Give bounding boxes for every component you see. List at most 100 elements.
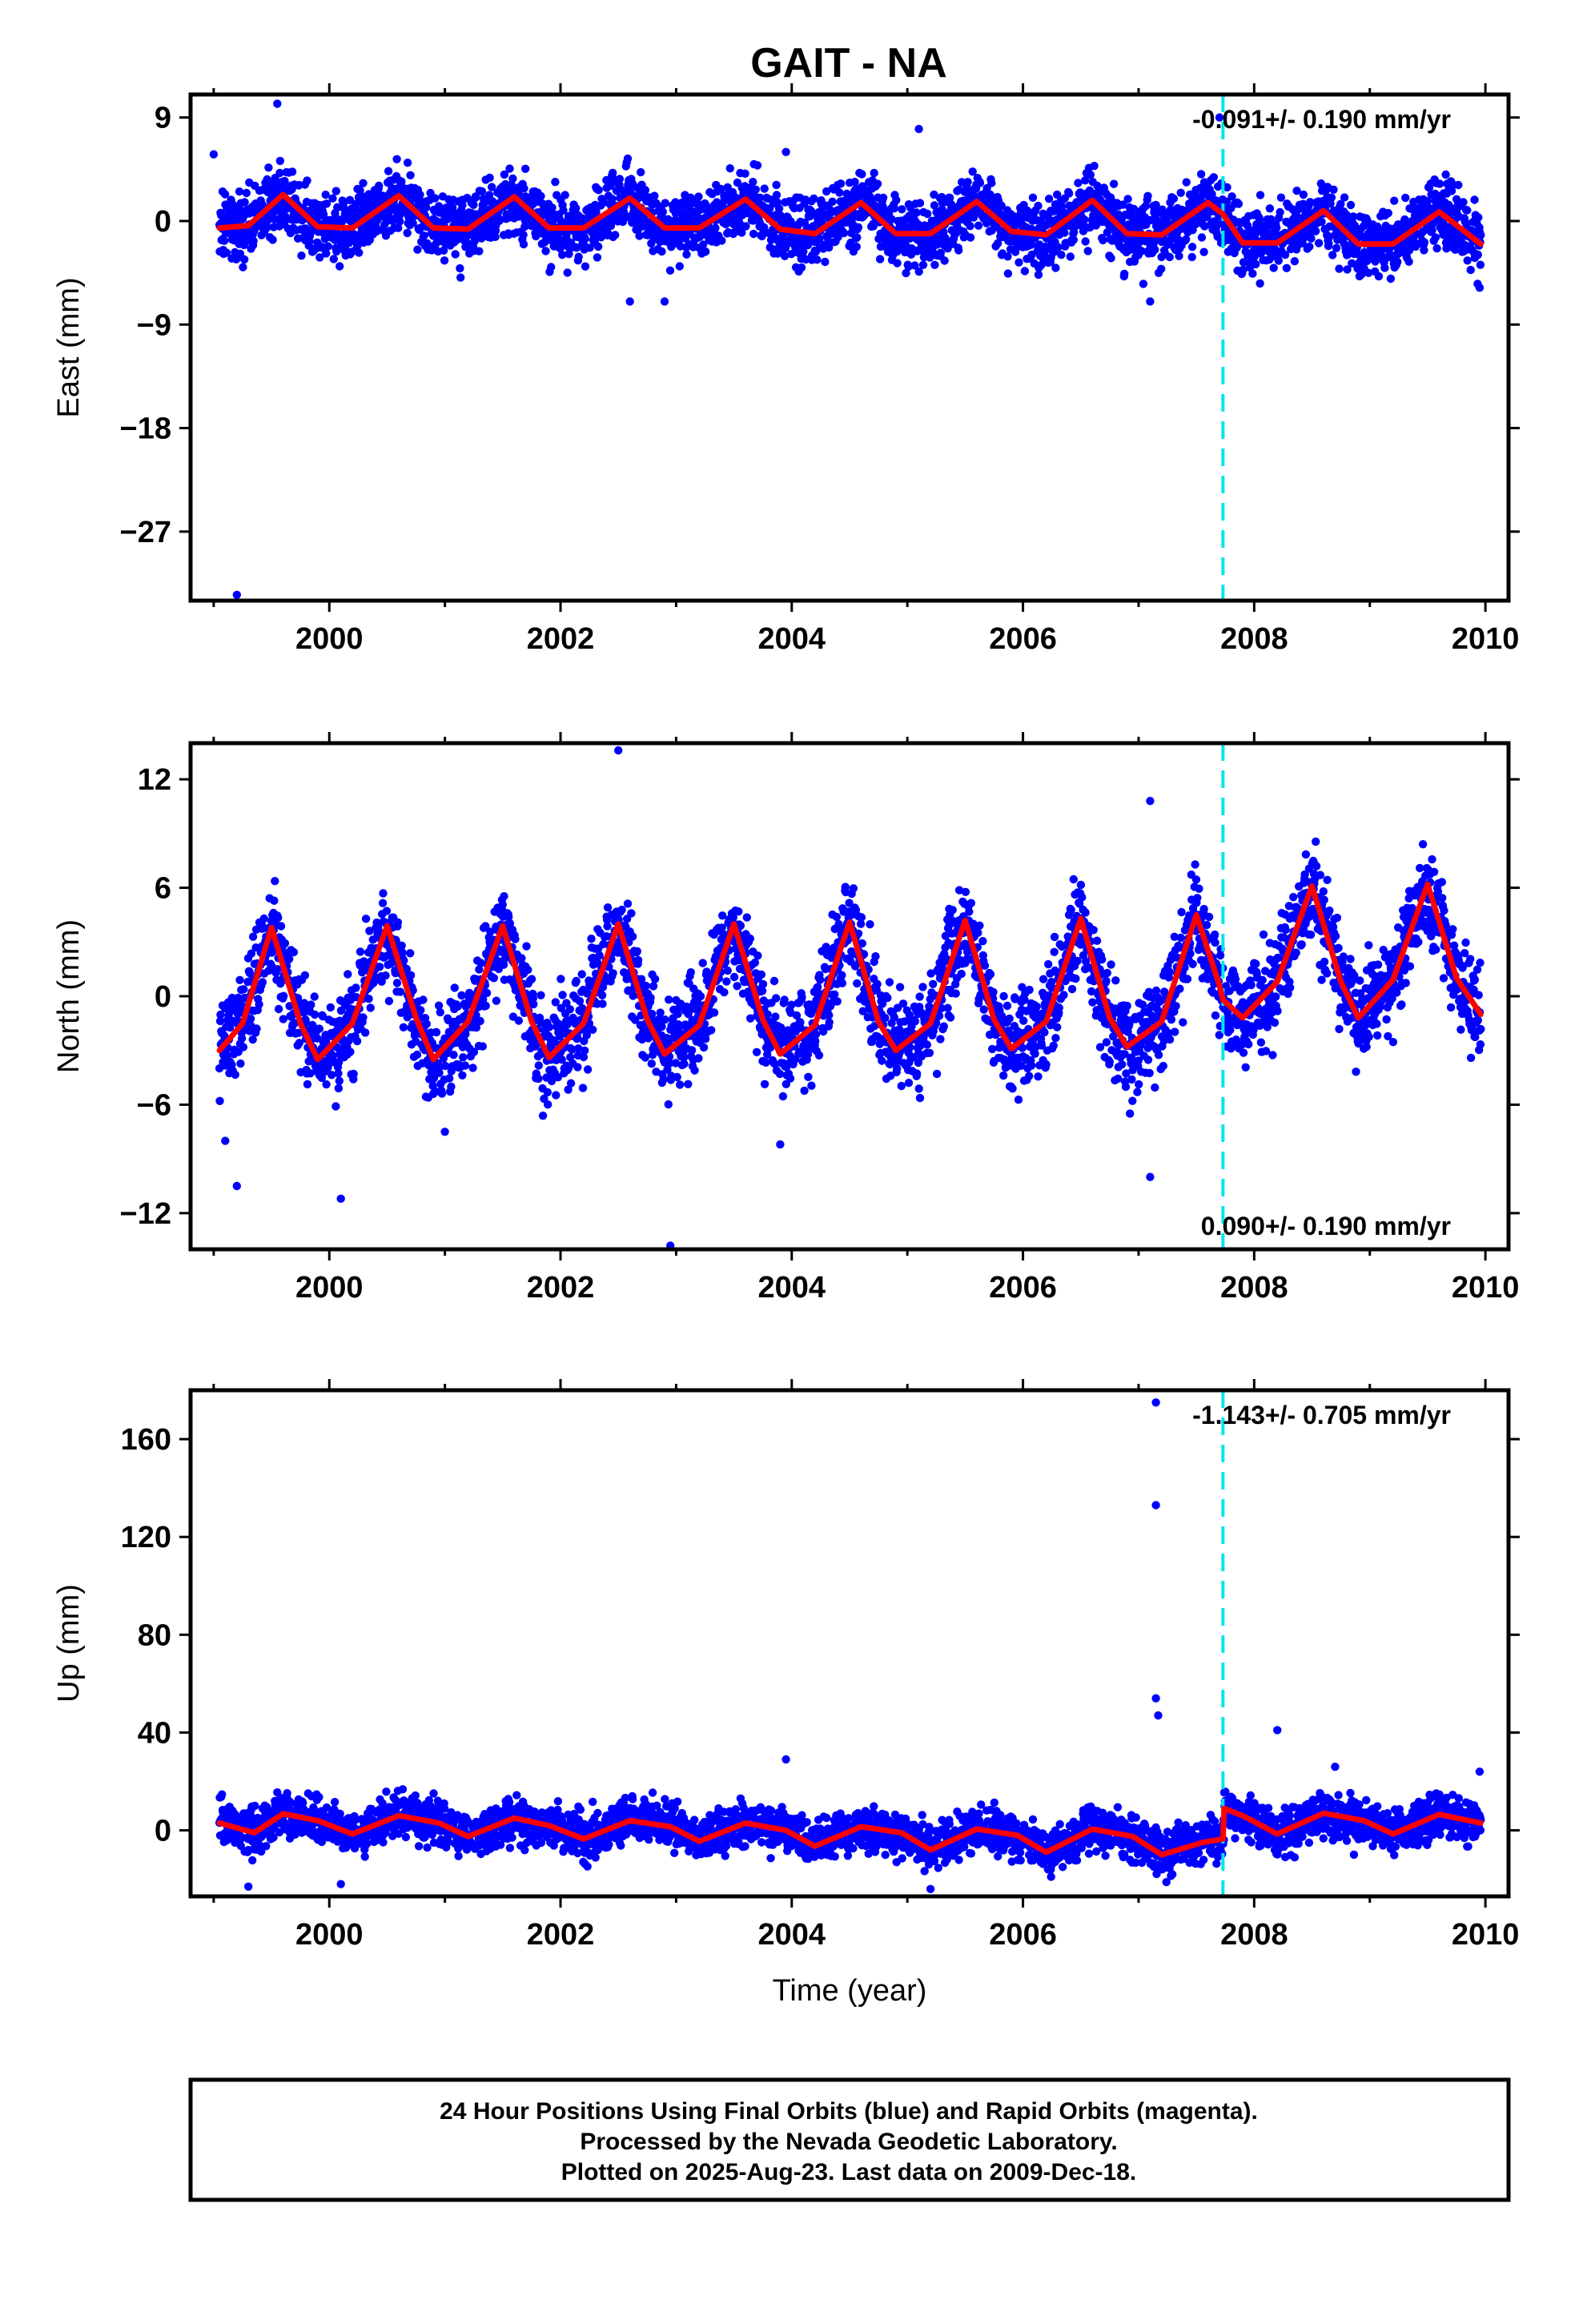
data-point bbox=[598, 999, 607, 1008]
data-point bbox=[248, 932, 258, 941]
data-point bbox=[489, 974, 498, 983]
data-point bbox=[352, 1036, 362, 1046]
data-point bbox=[617, 905, 626, 915]
data-point bbox=[696, 991, 705, 1001]
data-point bbox=[1290, 257, 1300, 266]
data-point bbox=[753, 161, 762, 170]
data-point bbox=[1340, 193, 1349, 202]
data-point bbox=[236, 1059, 245, 1068]
data-point bbox=[436, 1007, 444, 1017]
data-point bbox=[239, 263, 247, 271]
data-point bbox=[558, 251, 567, 259]
data-point bbox=[1336, 199, 1345, 208]
data-point bbox=[746, 1014, 755, 1023]
data-point bbox=[541, 247, 550, 255]
data-point bbox=[1473, 250, 1483, 259]
data-point bbox=[1374, 271, 1384, 281]
data-points bbox=[209, 99, 1485, 599]
data-point bbox=[431, 194, 440, 203]
data-point bbox=[374, 923, 383, 932]
data-point bbox=[220, 236, 229, 245]
data-point bbox=[854, 223, 863, 232]
data-point bbox=[481, 1001, 490, 1011]
data-point bbox=[519, 239, 528, 249]
data-point bbox=[595, 951, 604, 960]
data-point bbox=[534, 1074, 543, 1084]
data-point bbox=[279, 1015, 287, 1023]
data-point bbox=[520, 184, 528, 193]
data-point bbox=[505, 164, 514, 173]
data-point bbox=[930, 260, 939, 269]
data-point bbox=[1081, 237, 1090, 246]
data-point bbox=[1282, 263, 1292, 272]
data-point bbox=[449, 1051, 458, 1059]
data-point bbox=[870, 168, 878, 178]
data-point bbox=[521, 164, 530, 173]
data-point bbox=[384, 167, 393, 175]
data-point bbox=[661, 1015, 669, 1024]
data-point bbox=[722, 977, 731, 986]
data-point bbox=[698, 959, 707, 967]
data-point bbox=[599, 939, 608, 949]
data-point bbox=[468, 1063, 477, 1072]
data-point bbox=[1346, 200, 1356, 210]
data-point bbox=[559, 206, 568, 215]
data-point bbox=[382, 907, 392, 915]
data-point bbox=[1404, 257, 1413, 266]
data-point bbox=[220, 190, 230, 199]
data-point bbox=[914, 267, 923, 276]
data-point bbox=[892, 195, 901, 205]
data-point bbox=[603, 922, 612, 931]
data-point bbox=[1141, 202, 1151, 211]
data-point bbox=[1034, 270, 1043, 279]
data-point bbox=[609, 969, 617, 978]
data-point bbox=[1196, 170, 1206, 179]
data-point bbox=[239, 1043, 248, 1051]
data-point bbox=[412, 1050, 422, 1059]
data-point bbox=[333, 203, 342, 212]
data-point bbox=[1256, 279, 1264, 288]
data-point bbox=[646, 993, 655, 1003]
data-point bbox=[1314, 239, 1324, 247]
data-point bbox=[657, 1022, 666, 1031]
data-point bbox=[836, 179, 846, 188]
y-axis-label: East (mm) bbox=[52, 277, 86, 417]
data-point bbox=[440, 246, 448, 255]
data-point bbox=[381, 971, 390, 980]
data-point bbox=[1020, 267, 1030, 275]
data-point bbox=[1209, 173, 1219, 182]
plot-area bbox=[215, 743, 1485, 1249]
data-point bbox=[1431, 233, 1440, 242]
data-point bbox=[711, 223, 720, 232]
data-point bbox=[755, 193, 765, 202]
data-point bbox=[1463, 256, 1472, 265]
data-point bbox=[1307, 234, 1316, 243]
data-point bbox=[1080, 215, 1089, 224]
data-point bbox=[787, 250, 796, 259]
data-point bbox=[614, 915, 623, 924]
data-point bbox=[450, 983, 459, 992]
data-point bbox=[216, 1010, 225, 1019]
data-point bbox=[406, 971, 416, 980]
data-point bbox=[1451, 245, 1460, 254]
data-point bbox=[615, 175, 625, 183]
data-point bbox=[717, 236, 726, 245]
data-point bbox=[597, 233, 605, 242]
data-point bbox=[658, 207, 667, 216]
data-point bbox=[1401, 193, 1410, 203]
data-point bbox=[1380, 263, 1389, 272]
data-point bbox=[274, 1004, 283, 1014]
data-point bbox=[276, 922, 286, 931]
data-point bbox=[1034, 201, 1043, 211]
data-point bbox=[1081, 176, 1090, 185]
data-point bbox=[720, 987, 729, 997]
data-point bbox=[815, 234, 824, 243]
data-point bbox=[1027, 240, 1036, 249]
data-point bbox=[574, 1044, 583, 1053]
data-point bbox=[492, 996, 501, 1005]
data-point bbox=[1149, 239, 1159, 247]
data-point bbox=[997, 201, 1006, 210]
data-point bbox=[583, 1065, 593, 1074]
data-point bbox=[245, 209, 254, 218]
data-point bbox=[603, 903, 613, 912]
